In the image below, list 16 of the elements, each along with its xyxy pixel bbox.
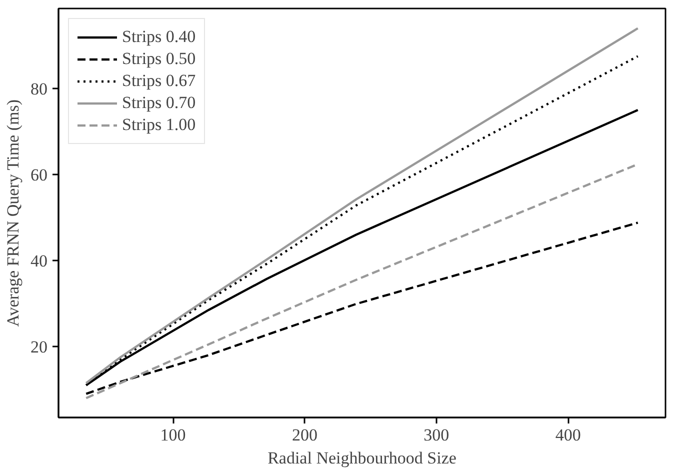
y-tick-label: 80 <box>30 79 48 98</box>
x-tick-label: 400 <box>555 426 581 444</box>
x-tick-label: 100 <box>160 426 186 444</box>
legend-label: Strips 1.00 <box>122 115 196 135</box>
y-tick-label: 40 <box>30 252 48 271</box>
x-tick-label: 300 <box>424 426 450 444</box>
legend-label: Strips 0.40 <box>122 27 196 47</box>
x-axis-title: Radial Neighbourhood Size <box>268 448 456 468</box>
legend-label: Strips 0.70 <box>122 93 196 113</box>
legend-label: Strips 0.67 <box>122 71 196 91</box>
line-series <box>85 222 639 395</box>
y-tick-label: 20 <box>30 338 48 357</box>
legend-label: Strips 0.50 <box>122 49 196 69</box>
y-tick-label: 60 <box>30 166 48 185</box>
y-axis-title: Average FRNN Query Time (ms) <box>4 100 22 327</box>
x-tick-label: 200 <box>292 426 318 444</box>
